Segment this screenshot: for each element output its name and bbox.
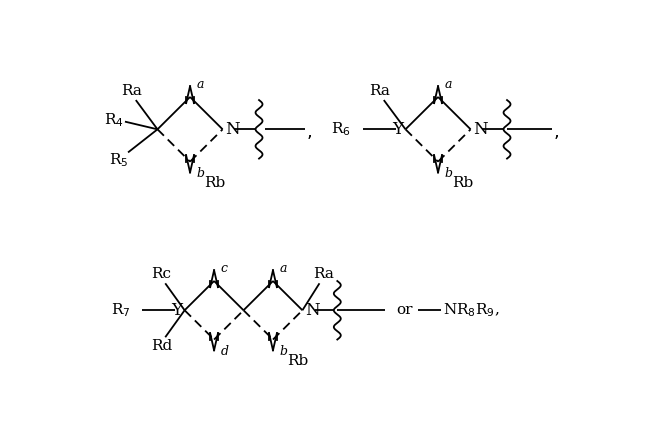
Text: N: N (473, 121, 488, 138)
Text: NR$_8$R$_9$,: NR$_8$R$_9$, (443, 301, 499, 319)
Text: b: b (279, 345, 287, 358)
Text: b: b (444, 167, 452, 181)
Text: ,: , (306, 123, 312, 141)
Text: Ra: Ra (313, 267, 333, 281)
Text: or: or (396, 303, 413, 317)
Text: R$_7$: R$_7$ (111, 301, 130, 319)
Text: c: c (220, 262, 227, 275)
Text: Ra: Ra (370, 84, 391, 98)
Text: R$_5$: R$_5$ (109, 151, 128, 169)
Text: N: N (305, 302, 319, 319)
Text: R$_6$: R$_6$ (331, 120, 351, 138)
Text: Rb: Rb (452, 176, 473, 190)
Text: a: a (196, 78, 204, 91)
Text: Rb: Rb (287, 354, 308, 368)
Text: N: N (225, 121, 240, 138)
Text: Rb: Rb (204, 176, 225, 190)
Text: R$_4$: R$_4$ (104, 111, 124, 129)
Text: Y: Y (392, 121, 403, 138)
Text: b: b (196, 167, 204, 181)
Text: a: a (444, 78, 452, 91)
Text: Y: Y (171, 302, 183, 319)
Text: d: d (220, 345, 228, 358)
Text: ,: , (554, 123, 559, 141)
Text: a: a (279, 262, 287, 275)
Text: Ra: Ra (121, 84, 142, 98)
Text: Rc: Rc (152, 267, 171, 281)
Text: Rd: Rd (151, 340, 172, 354)
